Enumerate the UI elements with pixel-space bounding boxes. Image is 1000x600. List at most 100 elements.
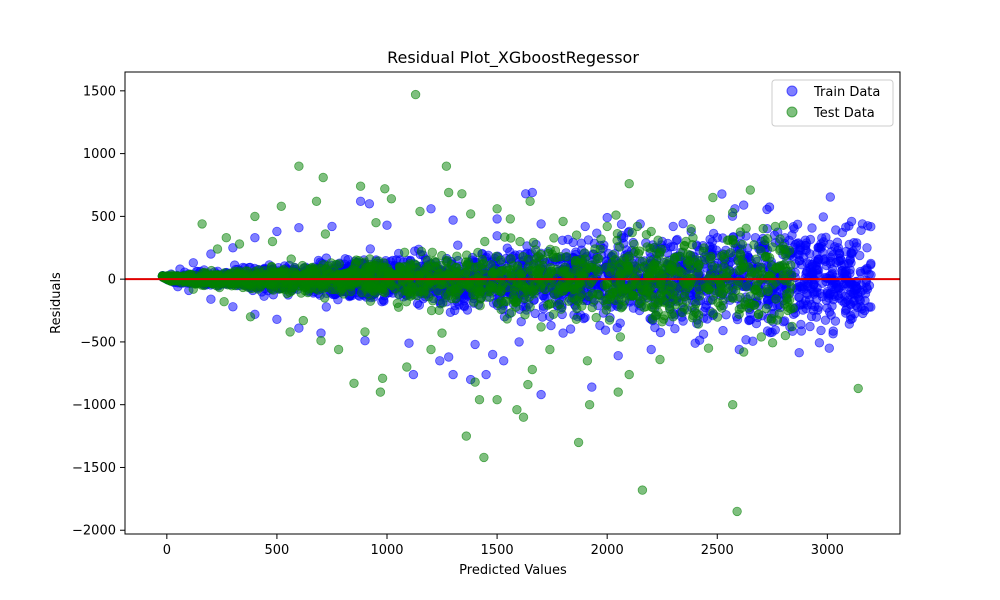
test-data-point — [446, 260, 457, 270]
train-data-point — [798, 305, 808, 315]
train-data-point — [670, 324, 680, 334]
train-data-point — [834, 293, 844, 303]
test-data-point — [708, 308, 718, 318]
test-data-point — [623, 262, 633, 273]
test-data-point — [758, 223, 768, 234]
test-data-point — [411, 260, 421, 271]
test-data-point — [438, 280, 448, 290]
train-data-point — [862, 243, 872, 253]
train-data-point — [788, 221, 799, 232]
test-data-point — [287, 283, 298, 293]
train-data-point — [587, 382, 597, 392]
train-data-point — [831, 225, 841, 235]
test-data-point — [694, 260, 704, 271]
train-data-point — [327, 221, 337, 232]
train-data-point — [825, 192, 836, 202]
test-data-point — [520, 283, 531, 294]
test-data-point — [554, 299, 565, 309]
test-data-point — [734, 266, 744, 276]
test-data-point — [608, 250, 618, 260]
train-data-point — [646, 344, 656, 355]
test-data-point — [518, 252, 528, 262]
train-data-point — [784, 235, 794, 246]
test-data-point — [645, 268, 655, 278]
test-data-point — [498, 279, 508, 289]
test-data-point — [715, 301, 725, 311]
train-data-point — [843, 282, 853, 292]
test-data-point — [446, 293, 457, 304]
test-data-point — [624, 251, 634, 261]
train-data-point — [817, 233, 827, 243]
test-data-point — [732, 280, 743, 291]
train-data-point — [546, 320, 556, 331]
test-data-point — [577, 301, 587, 311]
train-data-point — [492, 214, 502, 224]
train-data-point — [833, 243, 844, 253]
test-data-point — [657, 263, 668, 274]
test-data-point — [520, 310, 530, 320]
train-data-point — [600, 325, 611, 335]
test-data-point — [616, 303, 626, 313]
train-data-point — [858, 308, 868, 319]
train-data-point — [828, 329, 838, 339]
test-data-point — [655, 247, 665, 257]
test-data-point — [602, 294, 612, 305]
test-data-point — [426, 305, 437, 316]
test-data-point — [612, 228, 623, 239]
test-data-point — [427, 247, 438, 258]
train-data-point — [502, 243, 513, 253]
train-data-point — [488, 349, 498, 360]
train-data-point — [770, 325, 781, 335]
train-data-point — [797, 283, 807, 294]
train-data-point — [672, 234, 682, 245]
train-data-point — [712, 232, 723, 243]
test-data-point — [653, 235, 663, 245]
test-data-point — [632, 221, 643, 232]
train-data-point — [717, 189, 727, 199]
test-data-point — [685, 250, 696, 261]
train-data-point — [259, 291, 269, 301]
train-data-point — [816, 325, 826, 336]
train-data-point — [364, 199, 375, 209]
test-data-point — [485, 283, 495, 294]
test-data-point — [749, 240, 759, 250]
test-data-point — [780, 330, 791, 341]
test-data-point — [737, 239, 748, 250]
test-data-point — [686, 224, 696, 234]
test-data-point — [323, 275, 334, 286]
train-data-point — [846, 258, 856, 268]
train-data-point — [272, 314, 282, 325]
test-data-point — [651, 310, 662, 320]
test-data-point — [392, 298, 403, 309]
train-data-point — [800, 235, 811, 245]
test-data-point — [608, 287, 618, 298]
train-data-point — [830, 272, 841, 283]
test-data-point — [645, 256, 656, 266]
test-data-point — [527, 266, 537, 276]
train-data-point — [360, 336, 370, 346]
test-data-point — [646, 283, 656, 293]
test-data-point — [705, 214, 716, 225]
train-data-point — [612, 323, 622, 333]
test-data-point — [775, 234, 785, 244]
test-data-point — [781, 248, 791, 259]
train-data-point — [365, 244, 376, 254]
train-data-point — [650, 322, 660, 333]
train-data-point — [824, 343, 835, 353]
train-data-point — [822, 287, 833, 297]
train-data-point — [841, 308, 851, 318]
test-data-point — [452, 251, 462, 261]
train-data-point — [814, 338, 825, 348]
train-data-point — [762, 204, 772, 215]
train-data-point — [481, 369, 491, 380]
test-data-point — [531, 245, 541, 255]
train-data-point — [826, 310, 836, 320]
test-data-point — [511, 297, 522, 307]
train-data-point — [272, 226, 282, 237]
train-data-point — [355, 196, 366, 207]
test-data-point — [659, 314, 669, 324]
test-data-point — [695, 291, 705, 301]
train-data-point — [806, 311, 817, 322]
test-data-point — [502, 314, 512, 324]
test-data-point — [524, 292, 534, 303]
